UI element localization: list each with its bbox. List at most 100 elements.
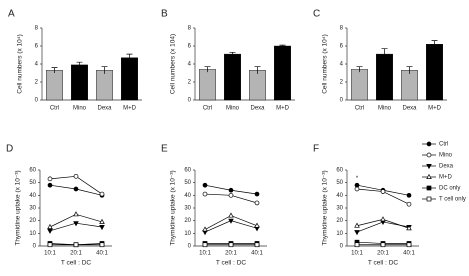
y-tick-label: 10 [29, 231, 36, 237]
y-tick-label: 30 [184, 206, 191, 212]
y-tick-label: 50 [184, 180, 191, 186]
y-tick-label: 40 [336, 193, 343, 199]
marker [228, 218, 234, 224]
marker [228, 187, 234, 193]
y-tick-label: 0 [33, 244, 37, 250]
marker [426, 152, 432, 158]
error-bar [76, 61, 83, 68]
y-axis-label: Thymidine uptake (x 10⁻³) [322, 170, 329, 245]
y-tick-label: 0 [35, 98, 39, 104]
panel-letter: E [161, 144, 168, 155]
marker [354, 186, 360, 192]
x-tick-label: Ctrl [355, 106, 364, 112]
x-tick-label: 20:1 [225, 251, 237, 257]
x-tick-label: 40:1 [96, 251, 108, 257]
bar [274, 45, 291, 101]
x-tick-label: Mino [73, 106, 87, 112]
error-bar [279, 44, 286, 47]
marker [380, 216, 386, 222]
x-tick-label: Dexa [402, 106, 417, 112]
bar [249, 70, 266, 101]
y-tick-label: 4 [188, 62, 192, 68]
marker [254, 222, 260, 228]
marker [426, 141, 432, 147]
marker [228, 242, 234, 248]
y-tick-label: 20 [184, 218, 191, 224]
x-tick-label: 20:1 [377, 251, 389, 257]
marker [228, 192, 234, 198]
marker [426, 164, 432, 170]
y-tick-label: 2 [340, 80, 344, 86]
bar [426, 44, 443, 101]
error-bar [126, 53, 133, 62]
marker [99, 191, 105, 197]
x-tick-label: 40:1 [403, 251, 415, 257]
y-tick-label: 50 [336, 180, 343, 186]
legend-label: Dexa [439, 164, 454, 170]
y-tick-label: 6 [188, 44, 192, 50]
marker [99, 218, 105, 224]
y-tick-label: 2 [35, 80, 39, 86]
y-tick-label: 20 [336, 218, 343, 224]
error-bar [356, 66, 363, 73]
x-tick-label: 10:1 [44, 251, 56, 257]
x-axis-label: T cell : DC [216, 260, 247, 267]
y-tick-label: 60 [29, 168, 36, 174]
y-tick-label: 10 [184, 231, 191, 237]
panel-letter: B [161, 9, 168, 20]
y-tick-label: 0 [188, 98, 192, 104]
marker [426, 185, 432, 191]
x-tick-label: Ctrl [203, 106, 212, 112]
y-axis-label: Cell numbers (x 10⁴) [17, 34, 24, 94]
x-tick-label: 20:1 [70, 251, 82, 257]
y-tick-label: 4 [35, 62, 39, 68]
bar [376, 53, 393, 101]
error-bar [204, 66, 211, 73]
bar [121, 57, 138, 101]
marker [47, 176, 53, 182]
marker [354, 242, 360, 248]
x-axis-label: T cell : DC [368, 260, 399, 267]
error-bar [101, 66, 108, 74]
marker [73, 186, 79, 192]
error-bar [406, 66, 413, 74]
y-tick-label: 0 [340, 98, 344, 104]
legend-label: T cell only [439, 197, 466, 203]
marker [380, 189, 386, 194]
y-tick-label: 60 [184, 168, 191, 174]
bar [351, 69, 368, 101]
panel-letter: C [313, 9, 320, 20]
y-tick-label: 30 [29, 206, 36, 212]
marker [406, 192, 412, 198]
x-tick-label: 10:1 [199, 251, 211, 257]
marker [73, 211, 79, 217]
marker [47, 182, 53, 188]
error-bar [229, 51, 236, 56]
marker [99, 225, 105, 231]
y-tick-label: 40 [184, 193, 191, 199]
y-tick-label: 6 [340, 44, 344, 50]
marker [47, 242, 53, 248]
bar [224, 53, 241, 101]
y-tick-label: 60 [336, 168, 343, 174]
error-bar [254, 66, 261, 74]
x-tick-label: 40:1 [251, 251, 263, 257]
marker [202, 242, 208, 248]
marker [426, 196, 432, 202]
annotation: * [356, 176, 359, 182]
y-tick-label: 2 [188, 80, 192, 86]
marker [380, 242, 386, 248]
marker [202, 226, 208, 232]
x-tick-label: Ctrl [50, 106, 59, 112]
marker [73, 221, 79, 227]
y-tick-label: 0 [340, 244, 344, 250]
y-tick-label: 30 [336, 206, 343, 212]
y-tick-label: 6 [35, 44, 39, 50]
marker [99, 242, 105, 248]
legend-label: M+D [439, 175, 453, 181]
marker [426, 173, 432, 179]
error-bar [431, 40, 438, 48]
x-tick-label: Mino [378, 106, 392, 112]
bar [199, 69, 216, 101]
